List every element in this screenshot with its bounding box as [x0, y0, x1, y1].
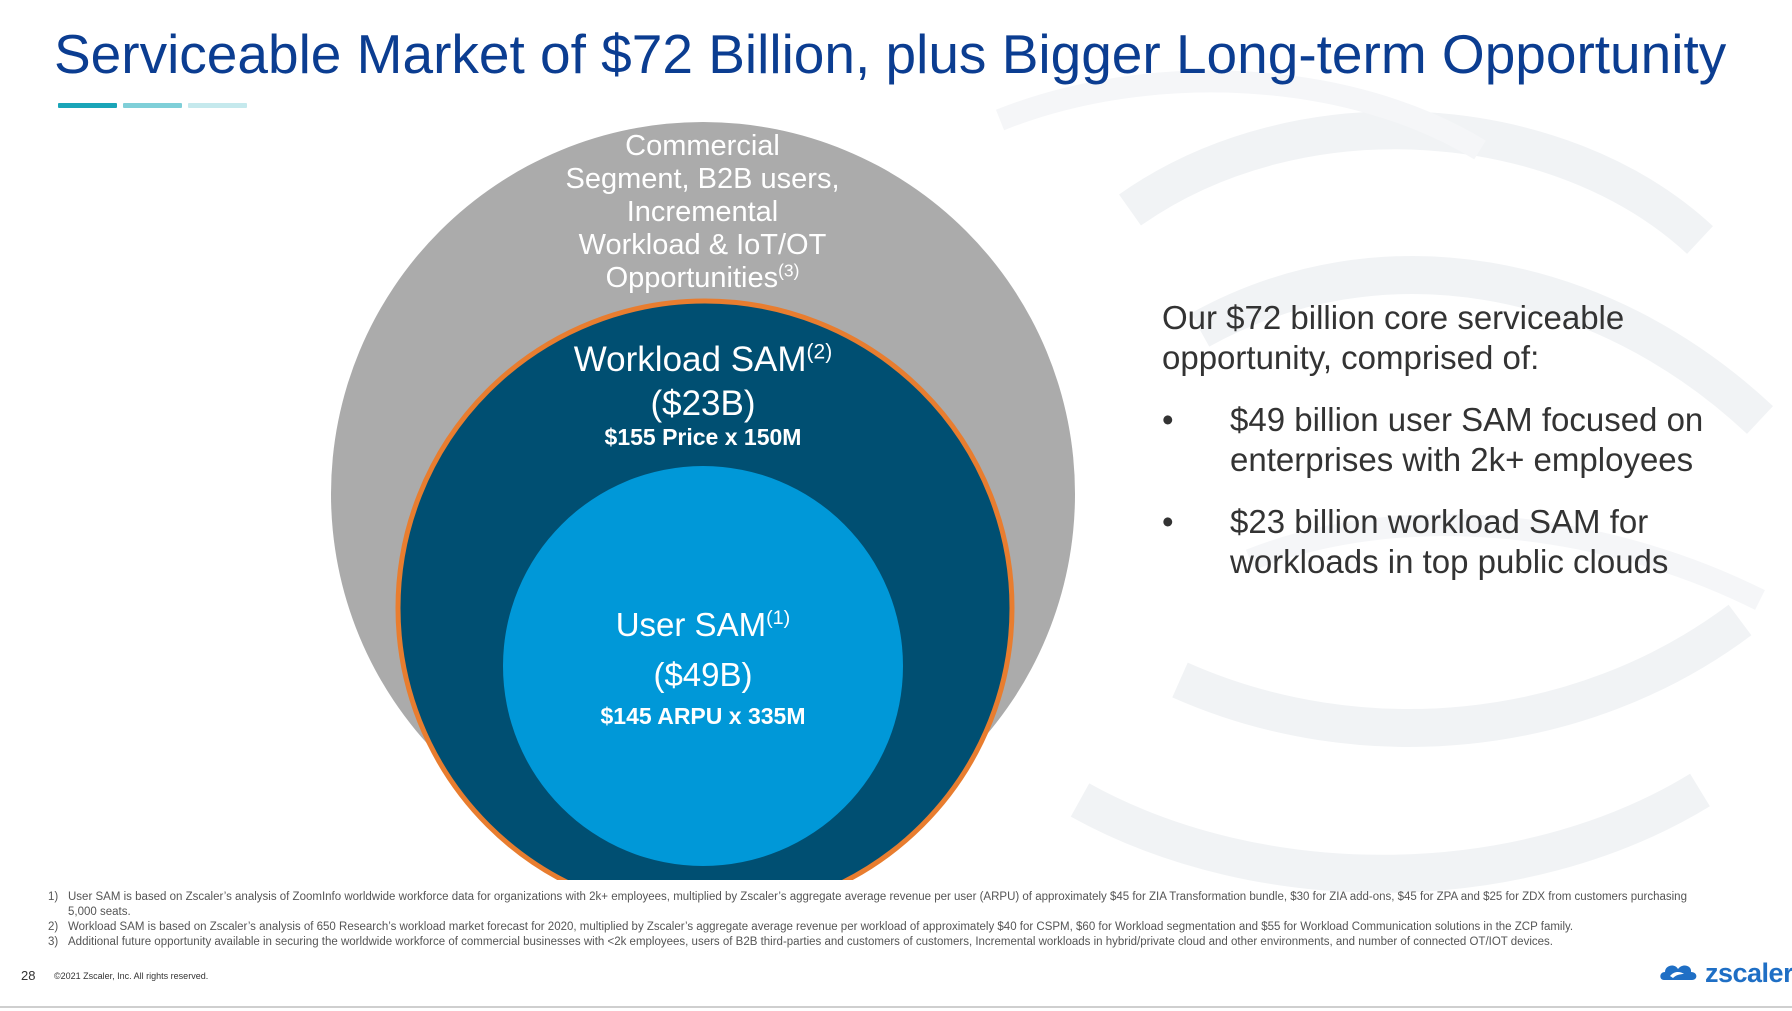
- footnote-ref-3: (3): [778, 260, 800, 281]
- footnotes: 1) User SAM is based on Zscaler’s analys…: [48, 890, 1698, 950]
- bullet-text: $23 billion workload SAM for workloads i…: [1230, 503, 1669, 580]
- user-sam-amount: ($49B): [653, 656, 753, 693]
- summary-panel: Our $72 billion core serviceable opportu…: [1162, 298, 1722, 604]
- footnote-item: 3) Additional future opportunity availab…: [48, 935, 1698, 950]
- workload-sam-amount: ($23B): [650, 384, 756, 423]
- title-bar-1: [58, 103, 117, 108]
- title-bar-2: [123, 103, 182, 108]
- outer-label-line: Workload & IoT/OT: [578, 229, 827, 261]
- inner-circle-user-sam: [503, 466, 903, 866]
- workload-sam-heading: Workload SAM(2) ($23B): [520, 338, 886, 426]
- outer-label-line: Incremental: [626, 196, 779, 228]
- footnote-text: Workload SAM is based on Zscaler’s analy…: [68, 921, 1574, 933]
- summary-bullet-list: • $49 billion user SAM focused on enterp…: [1162, 400, 1722, 582]
- workload-sam-detail: $155 Price x 150M: [604, 424, 802, 450]
- user-sam-detail: $145 ARPU x 335M: [600, 703, 806, 729]
- title-underline-bars: [58, 103, 247, 108]
- outer-label-text: Opportunities: [605, 262, 779, 294]
- outer-label-line-last: Opportunities(3): [535, 262, 870, 295]
- summary-intro: Our $72 billion core serviceable opportu…: [1162, 299, 1625, 376]
- footnote-text: User SAM is based on Zscaler’s analysis …: [68, 891, 1687, 918]
- footnote-number: 2): [48, 921, 59, 933]
- bullet-marker: •: [1162, 401, 1174, 438]
- summary-bullet-item: • $49 billion user SAM focused on enterp…: [1162, 400, 1722, 480]
- page-number: 28: [21, 968, 36, 983]
- user-sam-label: User SAM: [615, 606, 767, 643]
- outer-label-line: Commercial: [625, 130, 780, 162]
- slide-title: Serviceable Market of $72 Billion, plus …: [54, 23, 1727, 85]
- copyright-notice: ©2021 Zscaler, Inc. All rights reserved.: [54, 971, 209, 981]
- workload-sam-label: Workload SAM: [573, 340, 807, 379]
- bottom-rule: [0, 1006, 1792, 1008]
- zscaler-logo: zscaler: [1658, 958, 1792, 988]
- footnote-ref-2: (2): [806, 340, 833, 364]
- market-circles-diagram: [331, 122, 1075, 880]
- outer-label-line: Segment, B2B users,: [565, 163, 840, 195]
- footnote-item: 1) User SAM is based on Zscaler’s analys…: [48, 890, 1698, 920]
- footnote-number: 3): [48, 936, 59, 948]
- cloud-logo-icon: [1660, 965, 1697, 980]
- logo-wordmark: zscaler: [1705, 957, 1792, 988]
- footnote-number: 1): [48, 891, 59, 903]
- title-bar-3: [188, 103, 247, 108]
- footnote-item: 2) Workload SAM is based on Zscaler’s an…: [48, 920, 1698, 935]
- bullet-text: $49 billion user SAM focused on enterpri…: [1230, 401, 1704, 478]
- summary-bullet-item: • $23 billion workload SAM for workloads…: [1162, 502, 1722, 582]
- user-sam-heading: User SAM(1) ($49B): [520, 600, 886, 700]
- footnote-text: Additional future opportunity available …: [68, 936, 1553, 948]
- outer-circle-label: Commercial Segment, B2B users, Increment…: [535, 130, 870, 295]
- bullet-marker: •: [1162, 503, 1174, 540]
- footnote-ref-1: (1): [766, 607, 791, 629]
